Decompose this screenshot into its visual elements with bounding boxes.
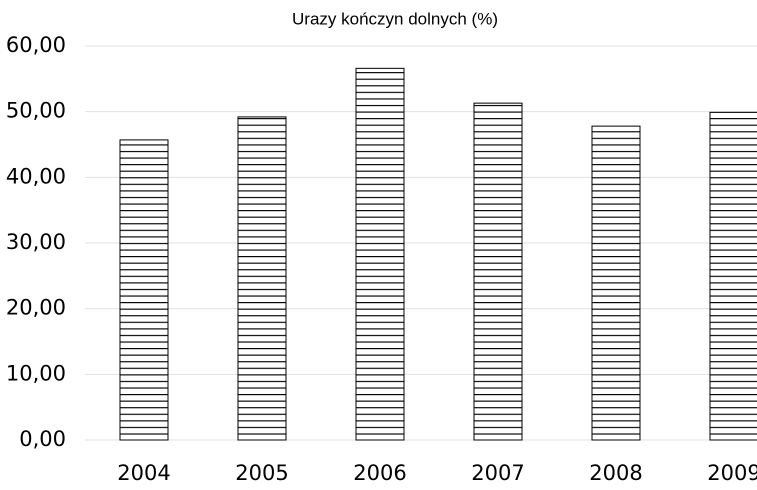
x-tick-label: 2008 [589,461,642,485]
y-tick-label: 30,00 [6,230,66,254]
x-tick-label: 2006 [353,461,406,485]
y-tick-label: 50,00 [6,99,66,123]
x-tick-label: 2005 [235,461,288,485]
y-tick-label: 40,00 [6,164,66,188]
bar [237,116,287,441]
chart-title: Urazy kończyn dolnych (%) [292,9,498,28]
bar [119,139,169,441]
bar [709,111,757,441]
bar [473,102,523,441]
bar [355,67,405,441]
x-tick-label: 2004 [117,461,170,485]
x-tick-label: 2009 [707,461,757,485]
y-tick-label: 60,00 [6,33,66,57]
x-tick-label: 2007 [471,461,524,485]
y-tick-label: 10,00 [6,361,66,385]
y-tick-label: 0,00 [19,427,66,451]
y-tick-label: 20,00 [6,296,66,320]
bar [591,125,641,441]
